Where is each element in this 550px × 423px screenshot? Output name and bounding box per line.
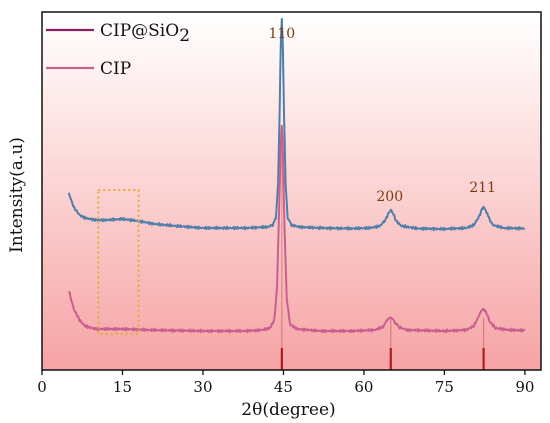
x-tick-label: 15: [113, 378, 132, 396]
highlight-box: [97, 189, 140, 335]
peak-label: 211: [469, 180, 496, 196]
x-tick-label: 0: [37, 378, 47, 396]
x-tick-label: 30: [193, 378, 212, 396]
peak-label: 110: [268, 26, 295, 42]
plot-frame: [41, 11, 542, 371]
legend-label: CIP: [100, 59, 131, 79]
x-axis-title: 2θ(degree): [241, 400, 335, 420]
series-layer: [67, 17, 526, 334]
peak-labels: 110 200 211: [268, 26, 495, 205]
series-line-0: [67, 17, 526, 232]
x-tick-label: 90: [515, 378, 534, 396]
legend-subscript: 2: [179, 26, 190, 46]
x-tick-label: 45: [274, 378, 293, 396]
peak-label: 200: [376, 189, 403, 205]
x-tick-label: 60: [354, 378, 373, 396]
x-axis-ticks: 0 15 30 45 60 75 90: [37, 370, 534, 396]
series-line-1: [68, 124, 526, 334]
x-tick-label: 75: [435, 378, 454, 396]
y-axis-title: Intensity(a.u): [7, 137, 27, 253]
reference-lines: [280, 148, 485, 370]
